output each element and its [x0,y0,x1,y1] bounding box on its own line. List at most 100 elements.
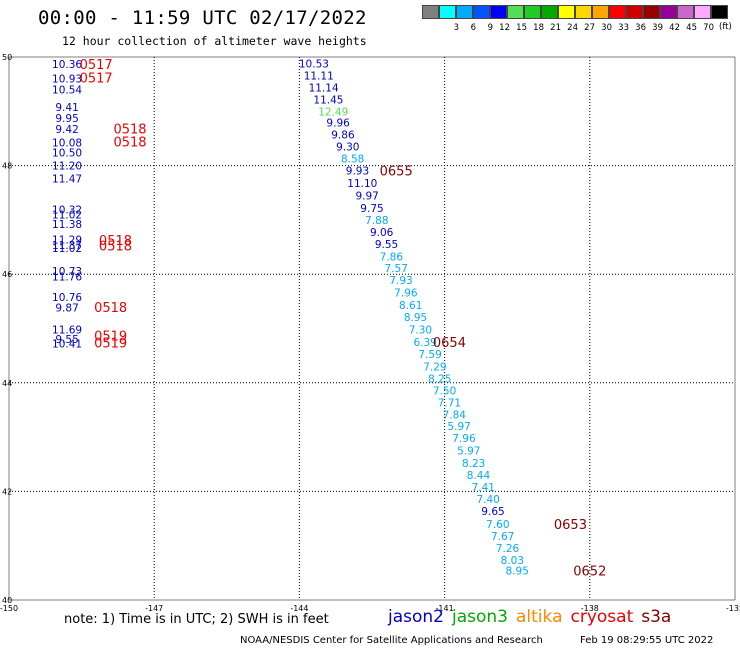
lat-tick-label: 50 [2,53,12,62]
legend-jason2: jason2 [388,607,444,627]
wave-height-value: 6.39 [414,337,437,349]
color-scale-label: 33 [618,23,629,33]
lat-tick-label: 46 [2,270,12,279]
wave-height-value: 7.84 [443,409,467,421]
pass-time-label: 0518 [99,239,132,254]
wave-height-value: 7.57 [385,263,408,275]
wave-height-value: 9.42 [55,124,78,136]
color-scale-cell [422,5,439,19]
wave-height-value: 8.58 [341,154,364,166]
lat-tick-label: 44 [2,379,12,388]
wave-height-value: 11.14 [309,82,339,94]
wave-height-value: 10.08 [52,137,82,149]
pass-time-label: 0654 [433,336,466,351]
wave-height-value: 9.75 [360,203,383,215]
color-scale-label: 36 [635,23,646,33]
wave-height-value: 11.02 [52,243,82,255]
wave-height-value: 5.97 [447,421,470,433]
lat-tick-label: 42 [2,487,12,496]
color-scale-label: 12 [499,23,510,33]
color-scale-label: 9 [487,23,493,33]
wave-height-value: 11.38 [52,219,82,231]
wave-height-value: 8.03 [501,555,524,567]
color-scale-cell: 36 [626,5,646,33]
color-scale-cell: 9 [473,5,493,33]
satellite-legend: jason2 jason3 altika cryosat s3a [388,607,679,627]
color-scale-cell: 21 [541,5,561,33]
wave-height-value: 11.45 [313,94,343,106]
pass-time-label: 0653 [554,518,587,533]
wave-height-value: 7.93 [389,275,412,287]
color-scale-label: 42 [669,23,680,33]
pass-time-label: 0518 [94,301,127,316]
wave-height-value: 8.61 [399,300,422,312]
wave-height-value: 11.47 [52,174,82,186]
wave-height-value: 7.96 [452,433,476,445]
lon-tick-label: -150 [0,604,18,613]
color-scale-cell: 12 [490,5,510,33]
color-scale-cell: 42 [660,5,680,33]
color-scale-cell: 39 [643,5,663,33]
map-frame [8,56,736,601]
wave-height-value: 7.41 [472,482,495,494]
wave-height-value: 7.30 [409,325,432,337]
color-scale-label: 30 [601,23,612,33]
wave-height-value: 11.37 [52,240,82,252]
color-scale-unit: (ft) [719,22,732,32]
wave-height-value: 7.29 [423,362,446,374]
footer-note: note: 1) Time is in UTC; 2) SWH is in fe… [64,612,329,627]
wave-height-value: 7.26 [496,543,520,555]
wave-height-value: 7.71 [438,397,461,409]
color-scale-cell [711,5,728,19]
wave-height-value: 10.54 [52,85,82,97]
wave-height-value: 11.20 [52,161,82,173]
color-scale-label: 24 [567,23,578,33]
wave-height-value: 11.10 [347,178,377,190]
wave-height-value: 9.06 [370,227,394,239]
legend-altika: altika [516,607,563,627]
footer-timestamp: Feb 19 08:29:55 UTC 2022 [580,635,714,646]
wave-height-value: 7.88 [365,215,388,227]
color-scale-cell: 3 [439,5,459,33]
color-scale-cell: 33 [609,5,629,33]
color-scale-cell: 27 [575,5,595,33]
wave-height-value: 9.87 [55,302,78,314]
page-subtitle: 12 hour collection of altimeter wave hei… [62,34,367,48]
wave-height-value: 9.65 [481,506,504,518]
wave-height-value: 7.59 [418,349,441,361]
wave-height-value: 9.96 [326,118,350,130]
legend-jason3: jason3 [452,607,508,627]
pass-time-label: 0518 [113,123,146,138]
pass-time-label: 0517 [80,72,113,87]
wave-height-value: 7.60 [486,519,509,531]
wave-height-value: 7.86 [380,251,404,263]
color-scale-label: 6 [470,23,476,33]
color-scale-cell: 45 [677,5,697,33]
wave-height-value: 9.55 [55,334,78,346]
wave-height-value: 9.86 [331,130,355,142]
pass-time-label: 0519 [94,330,127,345]
wave-height-value: 9.95 [55,113,78,125]
wave-height-value: 11.29 [52,234,82,246]
pass-time-label: 0518 [99,234,132,249]
lat-tick-label: 40 [2,596,12,605]
lon-tick-label: -135 [726,604,740,613]
wave-height-value: 8.95 [506,566,529,578]
color-scale-label: 3 [453,23,459,33]
lon-tick-label: -141 [436,604,454,613]
color-scale-label: 27 [584,23,595,33]
wave-height-value: 8.23 [462,458,485,470]
wave-height-value: 10.32 [52,205,82,217]
color-scale-cell: 6 [456,5,476,33]
wave-height-value: 10.53 [299,59,329,71]
pass-time-label: 0517 [80,58,113,73]
color-scale-label: 18 [533,23,544,33]
wave-height-value: 11.76 [52,271,82,283]
color-scale-cell: 70 [694,5,714,33]
lon-tick-label: -144 [290,604,308,613]
wave-height-value: 9.30 [336,142,359,154]
color-scale-label: 45 [686,23,697,33]
lon-tick-label: -138 [581,604,599,613]
legend-s3a: s3a [641,607,672,627]
